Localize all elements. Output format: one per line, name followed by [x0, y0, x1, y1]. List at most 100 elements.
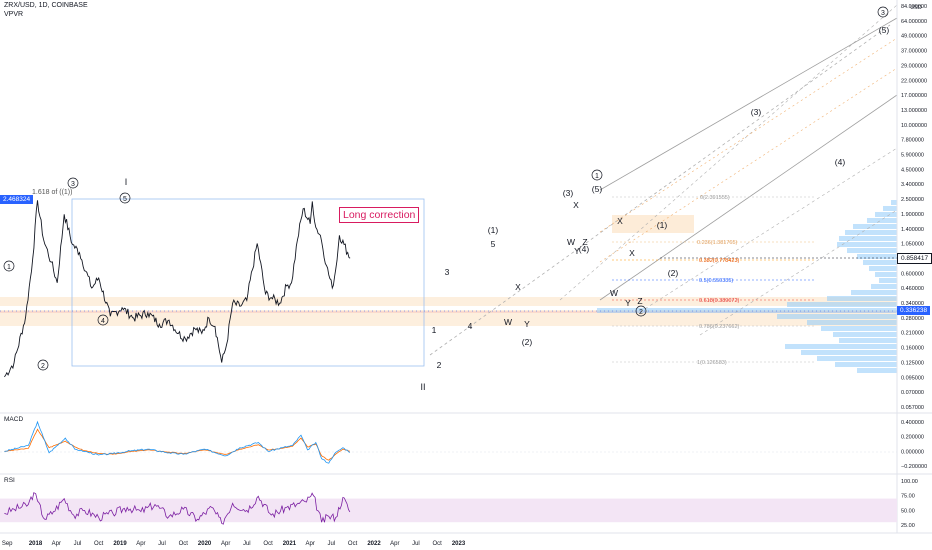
- wave-label: Z: [582, 237, 587, 247]
- wave-label: (1): [657, 220, 668, 230]
- wave-label: 4: [468, 321, 473, 331]
- time-tick-label: Apr: [306, 541, 315, 547]
- correction-rectangle: [71, 198, 425, 367]
- volume-profile-bar: [847, 248, 897, 253]
- wave-label: (2): [668, 268, 679, 278]
- time-tick-label: Oct: [179, 541, 189, 547]
- symbol-title: ZRX/USD, 1D, COINBASE: [4, 2, 88, 9]
- volume-profile-bar: [837, 242, 897, 247]
- volume-profile-bar: [853, 224, 897, 229]
- price-axis[interactable]: 84.000000 64.000000 49.000000 37.000000 29.0…: [901, 4, 927, 411]
- wave-label-circled-5: 5: [119, 192, 131, 204]
- price-tick-label: 0.160000: [901, 346, 924, 352]
- wave-label: (3): [563, 188, 574, 198]
- svg-text:2: 2: [639, 309, 643, 316]
- rsi-band: [0, 498, 897, 523]
- time-tick-label: Sep: [2, 541, 13, 547]
- last-price-badge: 0.858417: [897, 253, 932, 264]
- svg-text:1: 1: [7, 264, 11, 271]
- price-tick-label: 49.000000: [901, 34, 927, 40]
- volume-profile-bar: [863, 260, 897, 265]
- svg-text:3: 3: [881, 10, 885, 17]
- volume-profile-bar: [785, 344, 897, 349]
- price-tick-label: 4.500000: [901, 167, 924, 173]
- volume-profile-bar: [597, 308, 897, 313]
- price-tick-label: 0.125000: [901, 360, 924, 366]
- price-axis-unit: USD: [910, 5, 922, 11]
- time-tick-label: Oct: [433, 541, 443, 547]
- macd-tick-label: 0.400000: [901, 420, 924, 426]
- price-tick-label: 2.500000: [901, 197, 924, 203]
- volume-profile-bar: [879, 278, 897, 283]
- price-tick-label: 29.000000: [901, 63, 927, 69]
- price-tick-label: 5.900000: [901, 153, 924, 159]
- volume-profile-bar: [817, 356, 897, 361]
- price-tick-label: 0.280000: [901, 316, 924, 322]
- volume-profile-bar: [833, 332, 897, 337]
- wave-label: X: [617, 216, 623, 226]
- wave-label: (5): [592, 184, 603, 194]
- volume-profile-bar: [883, 206, 897, 211]
- rsi-tick-label: 25.00: [901, 523, 915, 529]
- time-tick-label: Apr: [221, 541, 230, 547]
- wave-label: X: [573, 200, 579, 210]
- price-tick-label: 0.340000: [901, 301, 924, 307]
- macd-title: MACD: [4, 416, 23, 423]
- svg-text:2: 2: [41, 363, 45, 370]
- time-tick-label: Oct: [94, 541, 104, 547]
- wave-label: (5): [879, 25, 890, 35]
- volume-profile-bar: [839, 338, 897, 343]
- time-tick-label: Oct: [348, 541, 358, 547]
- rsi-pane[interactable]: RSI: [0, 477, 897, 525]
- rsi-axis: 100.00 75.00 50.00 25.00: [901, 479, 918, 529]
- price-line: [4, 200, 351, 378]
- volume-profile-bar: [891, 200, 897, 205]
- fib-label-0618: 0.618(0.389072): [699, 298, 740, 304]
- wave-label: (2): [522, 337, 533, 347]
- time-axis[interactable]: Sep 2018 Apr Jul Oct 2019 Apr Jul Oct 2020 Apr Jul O…: [2, 541, 466, 547]
- time-tick-label: 2023: [452, 541, 466, 547]
- wave-label: W: [504, 317, 512, 327]
- time-tick-label: Jul: [158, 541, 166, 547]
- wave-label-circled-1: 1: [3, 260, 15, 272]
- price-tick-label: 37.000000: [901, 49, 927, 55]
- time-tick-label: 2021: [283, 541, 297, 547]
- fib-label-0786: 0.786(0.237662): [699, 324, 740, 330]
- macd-axis: 0.400000 0.200000 0.000000 −0.200000: [901, 420, 927, 470]
- price-tick-label: 1.050000: [901, 242, 924, 248]
- volume-profile-bar: [857, 368, 897, 373]
- macd-line: [4, 420, 351, 464]
- wave-label: 1: [432, 325, 437, 335]
- fib-label-0236: 0.236(1.381765): [697, 240, 738, 246]
- fib-label-0: 0(2.391555): [700, 195, 730, 201]
- main-price-pane[interactable]: 0(2.391555) 0.236(1.381765) 0.382(0.7784…: [0, 4, 897, 392]
- wave-label: Y: [625, 298, 631, 308]
- time-tick-label: Apr: [390, 541, 399, 547]
- price-tick-label: 84.000000: [901, 4, 927, 10]
- price-tick-label: 17.000000: [901, 93, 927, 99]
- wave-label: (4): [579, 244, 590, 254]
- wave-label: W: [567, 237, 575, 247]
- volume-profile-bar: [787, 302, 897, 307]
- time-tick-label: 2020: [198, 541, 212, 547]
- wave-label: X: [629, 248, 635, 258]
- rsi-tick-label: 100.00: [901, 479, 918, 485]
- volume-profile-bar: [835, 362, 897, 367]
- volume-profile-bar: [827, 296, 897, 301]
- rsi-line: [4, 492, 351, 525]
- macd-pane[interactable]: MACD: [0, 416, 897, 464]
- price-tick-label: 0.600000: [901, 271, 924, 277]
- price-tick-label: 3.400000: [901, 182, 924, 188]
- wave-label-circled-3b: 3: [877, 6, 889, 18]
- time-tick-label: 2019: [113, 541, 127, 547]
- price-tick-label: 13.000000: [901, 108, 927, 114]
- macd-tick-label: 0.200000: [901, 435, 924, 441]
- volume-profile-bar: [821, 326, 897, 331]
- wave-label-roman-II: II: [420, 382, 425, 392]
- price-tick-label: 0.095000: [901, 375, 924, 381]
- volume-profile-bar: [871, 284, 897, 289]
- fib-label-1: 1(0.126583): [697, 360, 727, 366]
- price-tick-label: 64.000000: [901, 19, 927, 25]
- wave-label-roman-I: I: [125, 177, 128, 187]
